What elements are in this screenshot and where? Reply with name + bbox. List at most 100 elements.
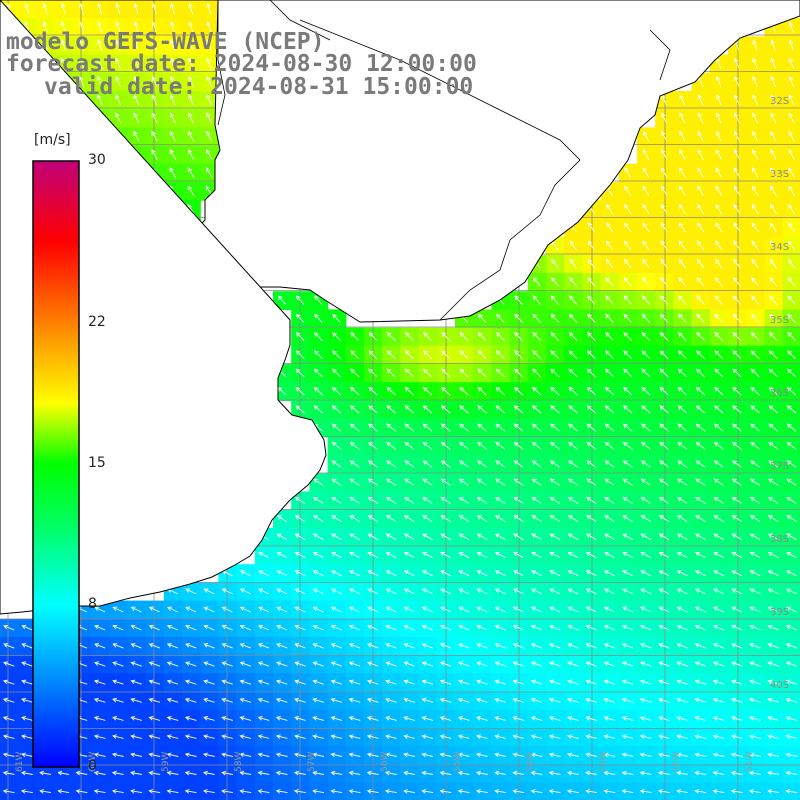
wind-arrow xyxy=(441,332,451,342)
wind-arrow xyxy=(2,716,15,721)
wind-arrow xyxy=(294,643,306,649)
wind-arrow xyxy=(786,552,797,559)
wind-arrow xyxy=(695,405,706,414)
wind-arrow xyxy=(713,496,724,504)
wind-arrow xyxy=(21,734,33,739)
wind-arrow xyxy=(658,606,670,613)
wind-arrow xyxy=(440,570,452,577)
wind-cell xyxy=(782,218,800,238)
wind-arrow xyxy=(785,643,797,649)
wind-arrow xyxy=(750,368,760,378)
wind-arrow xyxy=(495,496,506,504)
wind-arrow xyxy=(384,770,397,776)
wind-arrow xyxy=(60,21,66,33)
wind-arrow xyxy=(694,643,706,649)
wind-arrow xyxy=(97,57,103,69)
wind-cell xyxy=(782,546,800,565)
wind-arrow xyxy=(786,460,797,468)
wind-arrow xyxy=(293,789,306,794)
wind-arrow xyxy=(384,789,397,794)
wind-arrow xyxy=(567,734,579,739)
wind-arrow xyxy=(440,533,451,541)
wind-arrow xyxy=(331,496,342,504)
wind-arrow xyxy=(151,130,158,142)
wind-arrow xyxy=(203,679,215,685)
wind-arrow xyxy=(659,332,669,342)
wind-arrow xyxy=(188,94,194,106)
wind-arrow xyxy=(622,533,633,541)
wind-arrow xyxy=(767,606,779,613)
wind-arrow xyxy=(2,734,15,739)
wind-arrow xyxy=(767,716,779,721)
wind-arrow xyxy=(476,570,488,577)
wind-arrow xyxy=(350,386,360,396)
wind-cell xyxy=(782,273,800,292)
wind-arrow xyxy=(367,606,379,613)
wind-arrow xyxy=(188,149,195,160)
wind-arrow xyxy=(459,332,469,342)
wind-arrow xyxy=(169,167,177,178)
wind-arrow xyxy=(657,752,670,758)
wind-arrow xyxy=(169,130,176,142)
wind-arrow xyxy=(715,75,722,88)
wind-arrow xyxy=(640,441,651,450)
wind-cell xyxy=(782,327,800,347)
latitude-label: 38S xyxy=(770,534,789,545)
wind-arrow xyxy=(404,478,415,486)
wind-arrow xyxy=(676,697,688,703)
wind-arrow xyxy=(642,222,650,233)
wind-arrow xyxy=(367,643,379,649)
wind-arrow xyxy=(331,405,342,414)
wind-arrow xyxy=(641,350,651,360)
wind-arrow xyxy=(603,588,615,595)
wind-arrow xyxy=(385,606,397,613)
wind-arrow xyxy=(513,496,524,504)
wind-arrow xyxy=(366,716,379,721)
wind-arrow xyxy=(713,533,724,541)
wind-arrow xyxy=(694,570,706,577)
wind-arrow xyxy=(659,313,669,323)
wind-arrow xyxy=(788,112,795,124)
wind-arrow xyxy=(749,552,761,559)
wind-arrow xyxy=(367,478,378,486)
wind-arrow xyxy=(548,734,561,739)
wind-arrow xyxy=(313,515,324,522)
wind-arrow xyxy=(133,94,140,106)
wind-arrow xyxy=(403,624,415,631)
wind-arrow xyxy=(421,789,434,794)
wind-arrow xyxy=(130,716,142,721)
wind-arrow xyxy=(458,460,469,468)
wind-arrow xyxy=(787,313,796,323)
wind-arrow xyxy=(115,57,121,69)
wind-arrow xyxy=(585,697,597,703)
wind-arrow xyxy=(621,752,634,758)
wind-arrow xyxy=(531,423,542,432)
wind-arrow xyxy=(661,149,668,160)
wind-arrow xyxy=(476,697,488,703)
wind-arrow xyxy=(731,606,743,613)
wind-arrow xyxy=(658,716,670,721)
wind-arrow xyxy=(423,332,432,342)
wind-arrow xyxy=(586,405,596,414)
wind-arrow xyxy=(441,368,451,378)
wind-arrow xyxy=(206,39,212,51)
wind-arrow xyxy=(294,533,306,541)
wind-arrow xyxy=(767,643,779,649)
wind-arrow xyxy=(605,258,614,269)
wind-arrow xyxy=(148,716,161,721)
wind-arrow xyxy=(677,496,688,504)
wind-arrow xyxy=(477,405,487,414)
wind-arrow xyxy=(494,679,506,685)
wind-cell xyxy=(782,418,800,438)
wind-arrow xyxy=(148,679,161,685)
wind-arrow xyxy=(623,386,633,396)
wind-arrow xyxy=(494,624,506,631)
wind-arrow xyxy=(94,679,106,685)
wind-arrow xyxy=(550,368,560,378)
wind-arrow xyxy=(166,734,179,739)
wind-arrow xyxy=(130,697,142,703)
wind-arrow xyxy=(275,716,288,721)
wind-arrow xyxy=(694,679,707,685)
wind-arrow xyxy=(532,295,541,305)
wind-arrow xyxy=(549,661,561,667)
